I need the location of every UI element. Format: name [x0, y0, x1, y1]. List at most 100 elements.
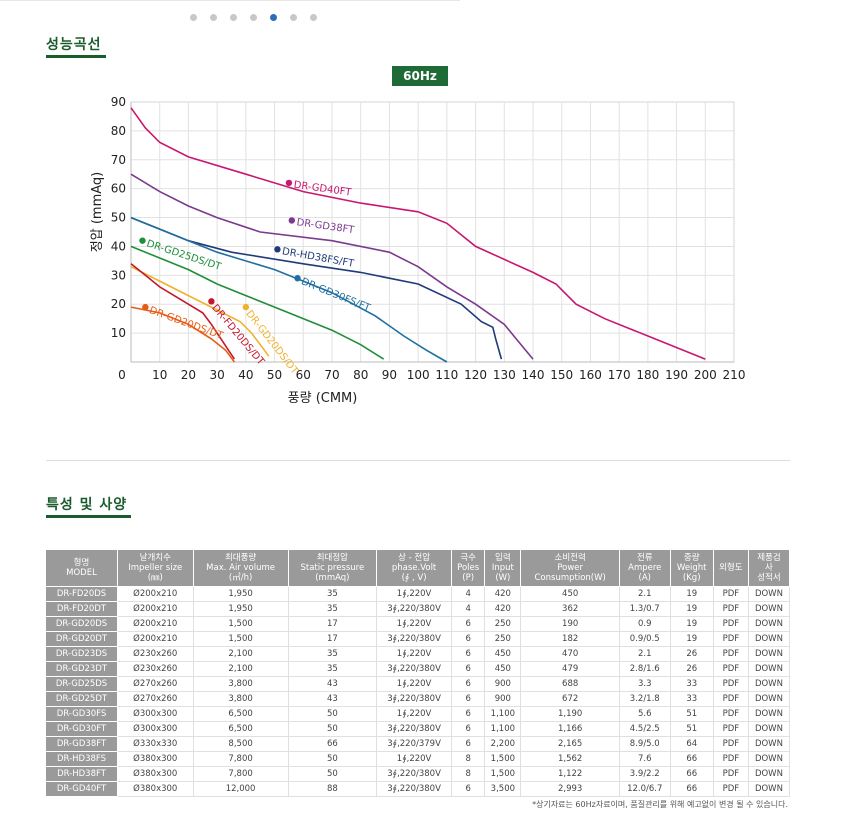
outline-pdf-link[interactable]: PDF: [712, 631, 749, 647]
table-cell: 1,950: [192, 601, 289, 617]
report-download-link[interactable]: DOWN: [747, 736, 791, 752]
table-cell: 6: [451, 706, 486, 722]
carousel-dot[interactable]: [190, 14, 197, 21]
table-cell: 26: [669, 661, 714, 677]
carousel-dot[interactable]: [230, 14, 237, 21]
carousel-dot[interactable]: [310, 14, 317, 21]
outline-pdf-link[interactable]: PDF: [712, 706, 749, 722]
carousel-dot[interactable]: [290, 14, 297, 21]
table-cell: 3∮,220/380V: [376, 661, 453, 677]
table-cell: 190: [520, 616, 620, 632]
table-cell: 450: [520, 586, 620, 602]
table-cell: 3∮,220/380V: [376, 781, 453, 797]
model-cell: DR-FD20DT: [45, 601, 118, 617]
y-tick-label: 20: [111, 297, 126, 311]
outline-pdf-link[interactable]: PDF: [712, 721, 749, 737]
table-cell: 17: [287, 631, 378, 647]
table-cell: 19: [669, 586, 714, 602]
report-download-link[interactable]: DOWN: [747, 751, 791, 767]
outline-pdf-link[interactable]: PDF: [712, 751, 749, 767]
table-cell: 2,165: [520, 736, 620, 752]
report-download-link[interactable]: DOWN: [747, 646, 791, 662]
table-cell: 1,122: [520, 766, 620, 782]
table-header-cell: 외형도: [712, 549, 749, 587]
carousel-dot[interactable]: [250, 14, 257, 21]
x-tick-label: 160: [579, 368, 602, 382]
table-cell: 900: [484, 691, 522, 707]
outline-pdf-link[interactable]: PDF: [712, 661, 749, 677]
table-cell: 3∮,220/380V: [376, 601, 453, 617]
table-cell: 6: [451, 676, 486, 692]
plot-area: [130, 101, 735, 363]
table-cell: 4: [451, 586, 486, 602]
y-tick-label: 50: [111, 211, 126, 225]
carousel-dot[interactable]: [210, 14, 217, 21]
table-header-cell: 중량 Weight (Kg): [669, 549, 714, 587]
y-tick-label: 70: [111, 153, 126, 167]
table-cell: Ø270x260: [117, 676, 194, 692]
table-cell: Ø380x300: [117, 781, 194, 797]
model-cell: DR-GD20DT: [45, 631, 118, 647]
outline-pdf-link[interactable]: PDF: [712, 586, 749, 602]
table-cell: 0.9: [618, 616, 671, 632]
table-cell: 66: [669, 766, 714, 782]
y-tick-label: 10: [111, 326, 126, 340]
table-cell: 1∮,220V: [376, 586, 453, 602]
model-cell: DR-GD30FT: [45, 721, 118, 737]
outline-pdf-link[interactable]: PDF: [712, 781, 749, 797]
x-tick-label: 50: [267, 368, 282, 382]
report-download-link[interactable]: DOWN: [747, 706, 791, 722]
table-cell: 35: [287, 586, 378, 602]
table-cell: 6: [451, 631, 486, 647]
performance-curve-title: 성능곡선: [46, 34, 106, 58]
y-tick-label: 90: [111, 95, 126, 109]
outline-pdf-link[interactable]: PDF: [712, 616, 749, 632]
table-cell: 1,500: [484, 751, 522, 767]
table-cell: 1,500: [192, 616, 289, 632]
table-cell: 3,800: [192, 691, 289, 707]
x-tick-label: 30: [210, 368, 225, 382]
report-download-link[interactable]: DOWN: [747, 616, 791, 632]
x-tick-label: 90: [382, 368, 397, 382]
outline-pdf-link[interactable]: PDF: [712, 676, 749, 692]
table-cell: 3∮,220/379V: [376, 736, 453, 752]
report-download-link[interactable]: DOWN: [747, 766, 791, 782]
table-cell: 6: [451, 616, 486, 632]
outline-pdf-link[interactable]: PDF: [712, 691, 749, 707]
table-row: DR-GD20DT Ø200x210 1,500 17 3∮,220/380V 6 250 1…: [45, 631, 791, 647]
outline-pdf-link[interactable]: PDF: [712, 766, 749, 782]
outline-pdf-link[interactable]: PDF: [712, 646, 749, 662]
table-cell: 8,500: [192, 736, 289, 752]
report-download-link[interactable]: DOWN: [747, 691, 791, 707]
report-download-link[interactable]: DOWN: [747, 781, 791, 797]
table-cell: Ø230x260: [117, 646, 194, 662]
table-cell: 1,190: [520, 706, 620, 722]
report-download-link[interactable]: DOWN: [747, 631, 791, 647]
carousel-pagination: [190, 14, 317, 21]
report-download-link[interactable]: DOWN: [747, 601, 791, 617]
table-cell: Ø200x210: [117, 616, 194, 632]
table-cell: 7,800: [192, 751, 289, 767]
y-axis-label: 정압 (mmAq): [90, 172, 105, 252]
x-tick-label: 20: [181, 368, 196, 382]
carousel-dot[interactable]: [270, 14, 277, 21]
outline-pdf-link[interactable]: PDF: [712, 736, 749, 752]
table-cell: 2,993: [520, 781, 620, 797]
table-cell: 3,800: [192, 676, 289, 692]
table-cell: 6: [451, 721, 486, 737]
report-download-link[interactable]: DOWN: [747, 721, 791, 737]
table-cell: 6: [451, 661, 486, 677]
report-download-link[interactable]: DOWN: [747, 586, 791, 602]
table-cell: 35: [287, 646, 378, 662]
report-download-link[interactable]: DOWN: [747, 661, 791, 677]
table-cell: Ø380x300: [117, 751, 194, 767]
series-line: [130, 263, 236, 360]
table-cell: 2,100: [192, 646, 289, 662]
outline-pdf-link[interactable]: PDF: [712, 601, 749, 617]
frequency-badge: 60Hz: [392, 66, 448, 86]
model-cell: DR-GD20DS: [45, 616, 118, 632]
x-tick-label: 180: [636, 368, 659, 382]
table-cell: 8: [451, 766, 486, 782]
x-tick-label: 150: [550, 368, 573, 382]
report-download-link[interactable]: DOWN: [747, 676, 791, 692]
